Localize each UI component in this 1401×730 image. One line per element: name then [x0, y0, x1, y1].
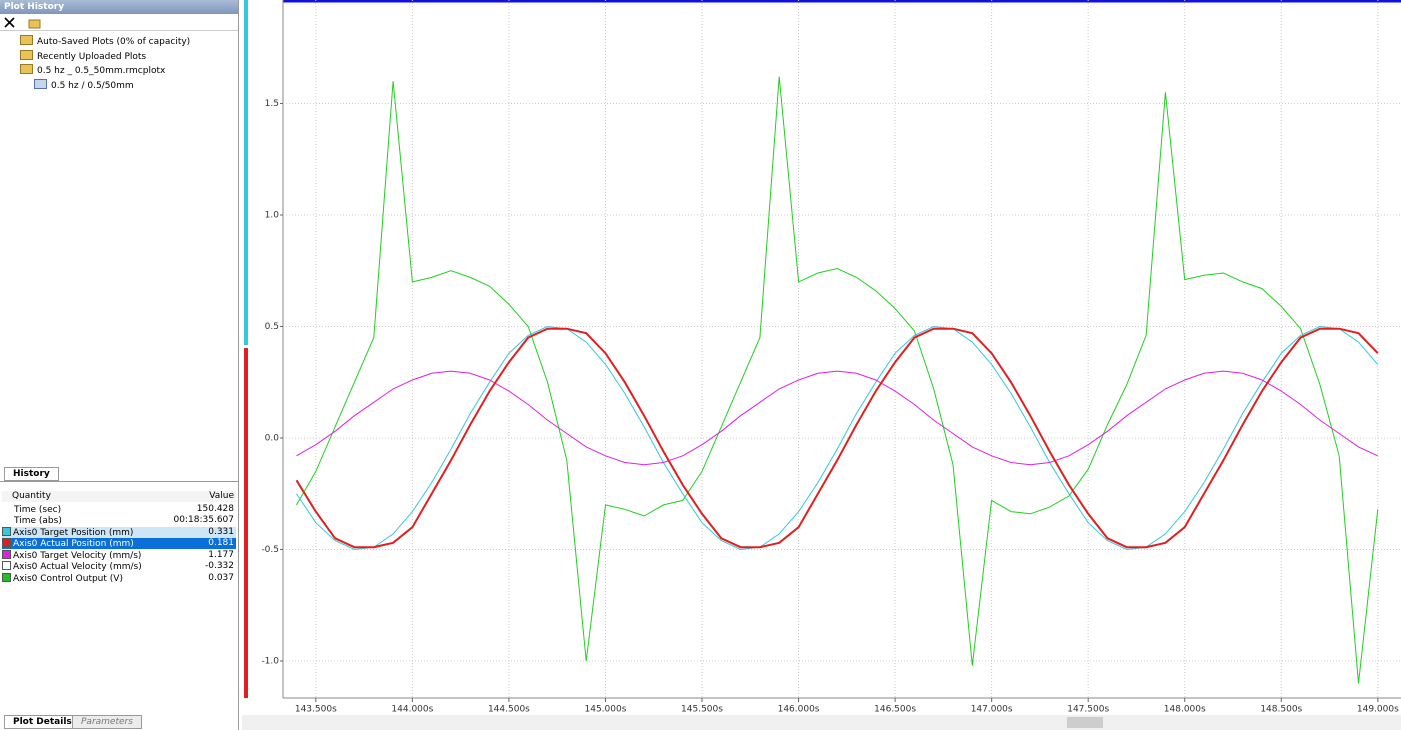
tree-item: Recently Uploaded Plots	[6, 49, 147, 63]
y-tick-label: 0.0	[265, 433, 280, 443]
table-row[interactable]: Axis0 Target Position (mm) 0.331	[2, 526, 236, 538]
swatch	[2, 526, 11, 536]
x-tick-label: 149.000s	[1357, 705, 1399, 715]
table-row[interactable]: Axis0 Actual Velocity (mm/s) -0.332	[2, 561, 236, 572]
toolbar-icons[interactable]	[3, 15, 43, 31]
row-value: 0.181	[208, 538, 234, 548]
x-tick-label: 146.500s	[874, 705, 916, 715]
bottom-tab[interactable]: Parameters	[72, 715, 142, 729]
series-line	[296, 325, 1379, 551]
tree-item: 0.5 hz / 0.5/50mm	[34, 78, 134, 92]
y-tick-label: -0.5	[261, 545, 279, 555]
swatch	[2, 504, 4, 513]
side-panel: Plot History Auto-Saved Plots (0% of cap…	[0, 0, 239, 730]
table-row[interactable]: Time (sec) 150.428	[2, 504, 236, 515]
row-name: Axis0 Target Velocity (mm/s)	[13, 550, 142, 561]
scrollbar[interactable]	[242, 715, 1401, 730]
panel-title: Plot History	[0, 0, 238, 14]
row-value: 0.331	[208, 526, 234, 537]
table-row[interactable]: Axis0 Actual Position (mm) 0.181	[2, 538, 236, 549]
history-tab[interactable]: History	[4, 467, 59, 481]
tree-label[interactable]: Recently Uploaded Plots	[37, 51, 147, 62]
x-tick-label: 146.000s	[778, 705, 820, 715]
table-header: Quantity Value	[2, 491, 236, 502]
tree-label[interactable]: 0.5 hz / 0.5/50mm	[51, 80, 134, 91]
row-name: Time (abs)	[14, 516, 62, 526]
swatch	[2, 515, 4, 524]
x-tick-label: 144.000s	[391, 705, 433, 715]
bottom-tab[interactable]: Plot Details	[4, 715, 81, 729]
header-cell: Quantity	[12, 491, 51, 501]
x-tick-label: 147.000s	[971, 705, 1013, 715]
x-tick-label: 145.500s	[681, 705, 723, 715]
series-strip-cyan	[244, 0, 248, 345]
y-tick-label: 0.5	[265, 322, 279, 332]
table-row[interactable]: Axis0 Target Velocity (mm/s) 1.177	[2, 549, 236, 561]
tree-label[interactable]: Auto-Saved Plots (0% of capacity)	[37, 37, 191, 47]
series-line	[296, 76, 1379, 684]
x-tick-label: 145.000s	[585, 705, 627, 715]
row-value: 150.428	[196, 503, 234, 514]
y-tick-label: 1.0	[265, 210, 280, 220]
tree-icon	[34, 78, 47, 89]
tree-item: Auto-Saved Plots (0% of capacity)	[6, 35, 190, 48]
row-name: Axis0 Actual Velocity (mm/s)	[13, 562, 142, 572]
row-name: Axis0 Control Output (V)	[13, 573, 123, 584]
y-tick-label: -1.0	[261, 656, 279, 666]
row-value: 1.177	[208, 549, 234, 560]
row-value: -0.332	[204, 561, 234, 571]
swatch	[2, 561, 11, 570]
swatch	[2, 538, 11, 547]
chart: -1.0 -0.5 0.0 0.5 1.0 1.5 143.500s 144.000s 144.…	[242, 0, 1401, 730]
x-tick-label: 144.500s	[488, 705, 530, 715]
swatch	[2, 549, 11, 559]
scroll-thumb[interactable]	[1067, 717, 1103, 728]
table-row[interactable]: Time (abs) 00:18:35.607	[2, 515, 236, 526]
x-tick-label: 148.500s	[1260, 705, 1302, 715]
swatch	[2, 572, 11, 582]
toolbar	[0, 14, 238, 31]
header-cell: Value	[209, 491, 234, 501]
x-tick-label: 147.500s	[1067, 705, 1109, 715]
tree-item: 0.5 hz _ 0.5_50mm.rmcplotx	[6, 64, 165, 77]
tree-icon	[20, 49, 33, 60]
row-name: Axis0 Target Position (mm)	[13, 527, 134, 538]
x-tick-label: 143.500s	[295, 705, 337, 715]
row-name: Axis0 Actual Position (mm)	[13, 539, 134, 549]
series-strip-red	[244, 348, 248, 698]
series-line	[295, 327, 1379, 549]
divider	[0, 481, 238, 482]
tree-icon	[20, 35, 33, 45]
y-tick-label: 1.5	[265, 99, 279, 109]
tree-icon	[20, 64, 33, 74]
tree-label[interactable]: 0.5 hz _ 0.5_50mm.rmcplotx	[37, 66, 166, 76]
x-tick-label: 148.000s	[1164, 705, 1206, 715]
row-value: 0.037	[208, 572, 234, 583]
table-row[interactable]: Axis0 Control Output (V) 0.037	[2, 572, 236, 584]
row-value: 00:18:35.607	[173, 515, 234, 525]
series-line	[296, 370, 1379, 466]
row-name: Time (sec)	[14, 504, 62, 515]
